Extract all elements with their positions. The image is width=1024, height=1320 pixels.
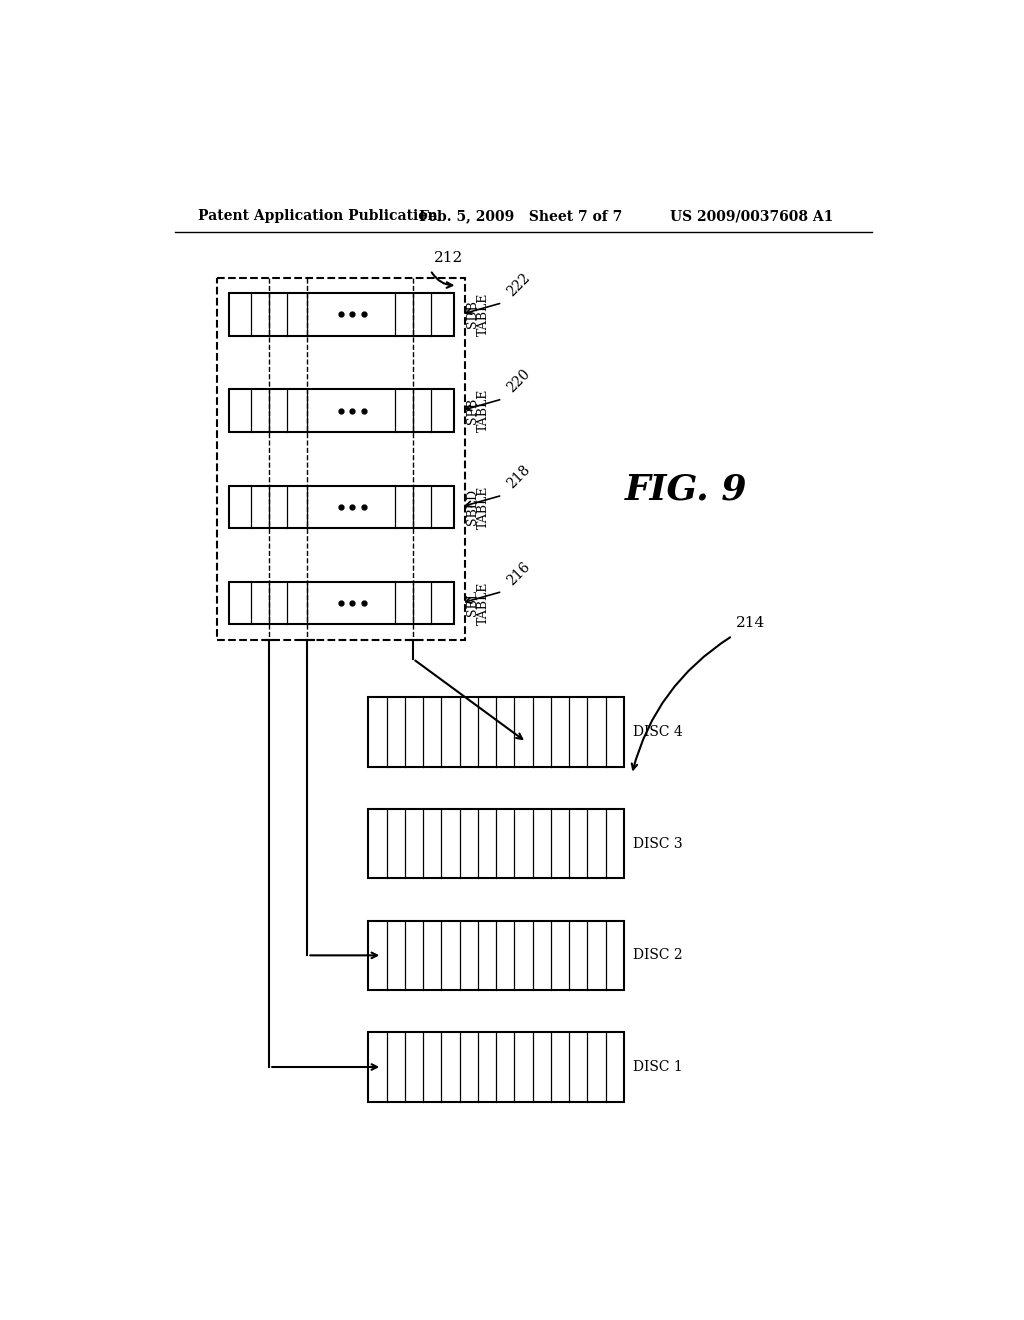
Bar	[228, 389, 454, 432]
Text: DISC 2: DISC 2	[633, 948, 683, 962]
Text: TABLE: TABLE	[477, 486, 489, 528]
Text: Patent Application Publication: Patent Application Publication	[198, 209, 437, 223]
Text: 212: 212	[434, 251, 464, 264]
Text: TABLE: TABLE	[477, 293, 489, 337]
Text: 218: 218	[505, 463, 534, 491]
Text: TABLE: TABLE	[477, 581, 489, 624]
Text: SBL: SBL	[466, 590, 479, 616]
Bar	[369, 697, 624, 767]
Bar	[228, 486, 454, 528]
Text: SBLD: SBLD	[466, 488, 479, 525]
Text: 220: 220	[505, 367, 534, 395]
Text: DISC 3: DISC 3	[633, 837, 683, 850]
Bar	[369, 1032, 624, 1102]
Text: DISC 4: DISC 4	[633, 725, 683, 739]
Bar	[228, 293, 454, 335]
Text: TABLE: TABLE	[477, 389, 489, 432]
Bar	[228, 582, 454, 624]
Text: US 2009/0037608 A1: US 2009/0037608 A1	[671, 209, 834, 223]
Text: 216: 216	[505, 560, 534, 587]
Text: 214: 214	[736, 615, 766, 630]
Text: SDB: SDB	[466, 301, 479, 329]
Bar	[217, 277, 465, 640]
Text: SPB: SPB	[466, 397, 479, 424]
Bar	[369, 921, 624, 990]
Text: DISC 1: DISC 1	[633, 1060, 683, 1074]
Text: FIG. 9: FIG. 9	[625, 473, 748, 507]
Bar	[369, 809, 624, 878]
Text: 222: 222	[505, 271, 534, 298]
Text: Feb. 5, 2009   Sheet 7 of 7: Feb. 5, 2009 Sheet 7 of 7	[419, 209, 622, 223]
